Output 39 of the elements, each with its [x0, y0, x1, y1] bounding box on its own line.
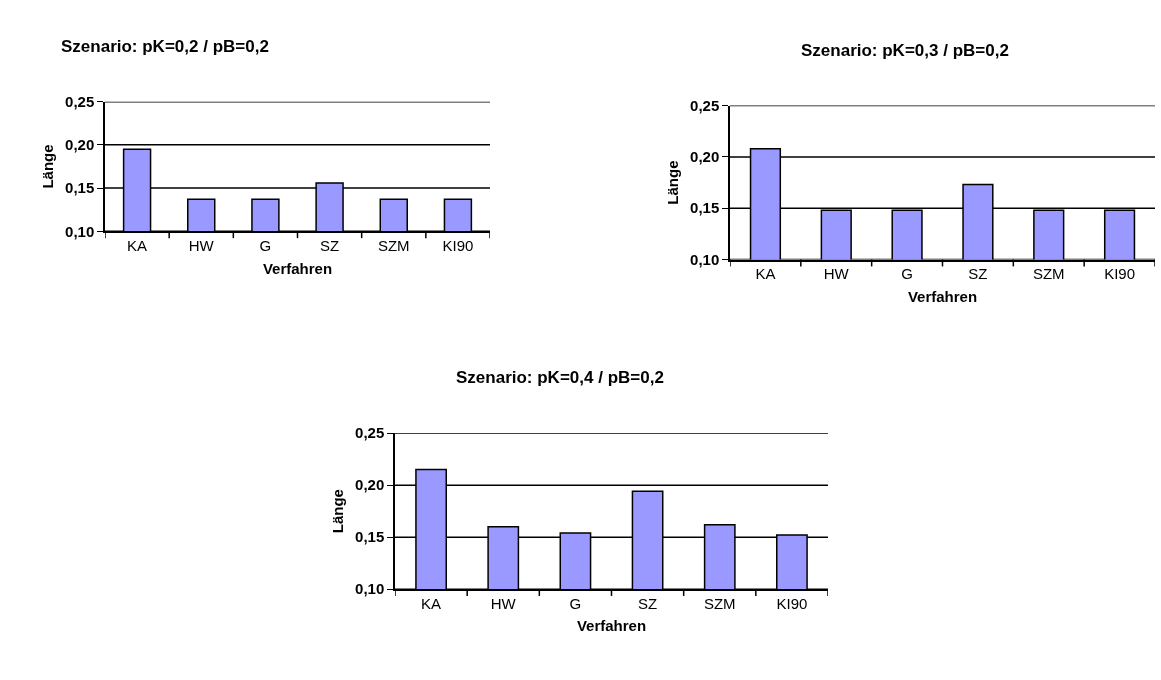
chart-title: Szenario: pK=0,3 / pB=0,2 — [801, 41, 1009, 60]
x-tick-label: KI90 — [442, 237, 474, 255]
x-tick-label: G — [569, 594, 582, 612]
y-axis-title: Länge — [38, 144, 56, 189]
x-axis-title: Verfahren — [576, 617, 647, 635]
y-axis-title: Länge — [663, 160, 681, 205]
y-tick-label: 0,15 — [355, 528, 385, 546]
x-tick-label: HW — [188, 237, 215, 255]
x-tick-label: G — [259, 237, 272, 255]
x-tick-label: KA — [421, 594, 442, 612]
y-tick-label: 0,20 — [65, 136, 95, 154]
y-tick-label: 0,10 — [690, 250, 720, 268]
y-tick-label: 0,25 — [355, 424, 385, 442]
x-tick-label: SZM — [703, 594, 736, 612]
x-tick-label: KA — [755, 265, 776, 283]
x-tick-label: HW — [823, 265, 850, 283]
y-tick-label: 0,10 — [65, 222, 95, 240]
y-axis-title: Länge — [328, 489, 346, 534]
chart-title: Szenario: pK=0,4 / pB=0,2 — [456, 368, 664, 387]
x-tick-label: SZ — [319, 237, 340, 255]
y-tick-label: 0,25 — [65, 92, 95, 110]
y-tick-label: 0,10 — [355, 580, 385, 598]
x-tick-label: G — [901, 265, 913, 283]
chart-title: Szenario: pK=0,2 / pB=0,2 — [61, 37, 269, 56]
x-axis-title: Verfahren — [907, 287, 978, 305]
y-tick-label: 0,15 — [690, 199, 720, 217]
x-tick-label: KA — [127, 237, 148, 255]
x-axis-title: Verfahren — [262, 259, 333, 277]
x-tick-label: HW — [490, 594, 517, 612]
y-tick-label: 0,20 — [355, 476, 385, 494]
x-tick-label: KI90 — [1104, 265, 1136, 283]
x-tick-label: SZM — [377, 237, 410, 255]
y-tick-label: 0,15 — [65, 179, 95, 197]
y-tick-label: 0,20 — [690, 148, 720, 166]
x-tick-label: KI90 — [776, 594, 808, 612]
x-tick-label: SZ — [637, 594, 658, 612]
x-tick-label: SZM — [1032, 265, 1065, 283]
y-tick-label: 0,25 — [690, 96, 720, 114]
x-tick-label: SZ — [968, 265, 988, 283]
